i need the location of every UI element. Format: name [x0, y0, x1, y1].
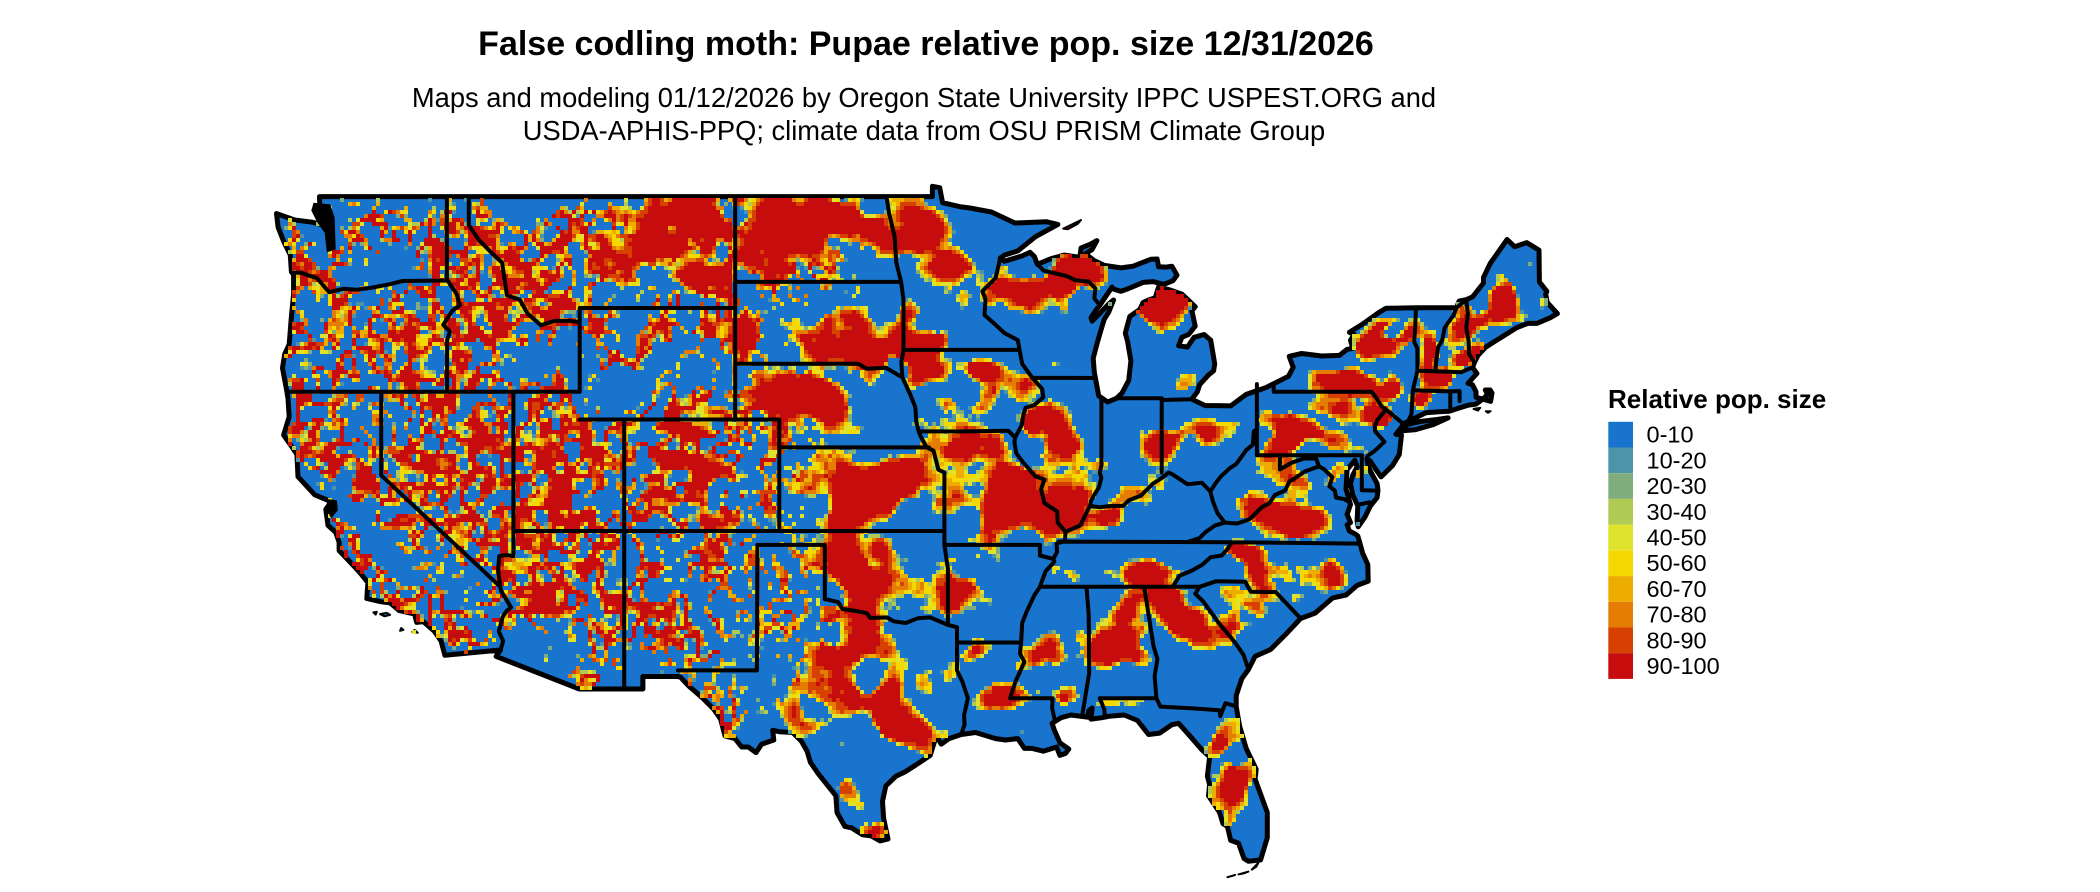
svg-text:30-40: 30-40	[1647, 499, 1707, 525]
svg-text:90-100: 90-100	[1647, 653, 1720, 679]
svg-text:False codling moth: Pupae rela: False codling moth: Pupae relative pop. …	[478, 25, 1374, 63]
svg-text:40-50: 40-50	[1647, 525, 1707, 551]
svg-text:0-10: 0-10	[1647, 422, 1694, 448]
svg-text:USDA-APHIS-PPQ; climate data f: USDA-APHIS-PPQ; climate data from OSU PR…	[523, 115, 1325, 146]
svg-text:60-70: 60-70	[1647, 576, 1707, 602]
svg-text:50-60: 50-60	[1647, 550, 1707, 576]
svg-text:20-30: 20-30	[1647, 473, 1707, 499]
svg-text:Relative pop. size: Relative pop. size	[1608, 384, 1826, 414]
svg-text:80-90: 80-90	[1647, 627, 1707, 653]
svg-text:10-20: 10-20	[1647, 447, 1707, 473]
svg-text:70-80: 70-80	[1647, 602, 1707, 628]
svg-text:Maps and modeling 01/12/2026 b: Maps and modeling 01/12/2026 by Oregon S…	[412, 82, 1436, 113]
